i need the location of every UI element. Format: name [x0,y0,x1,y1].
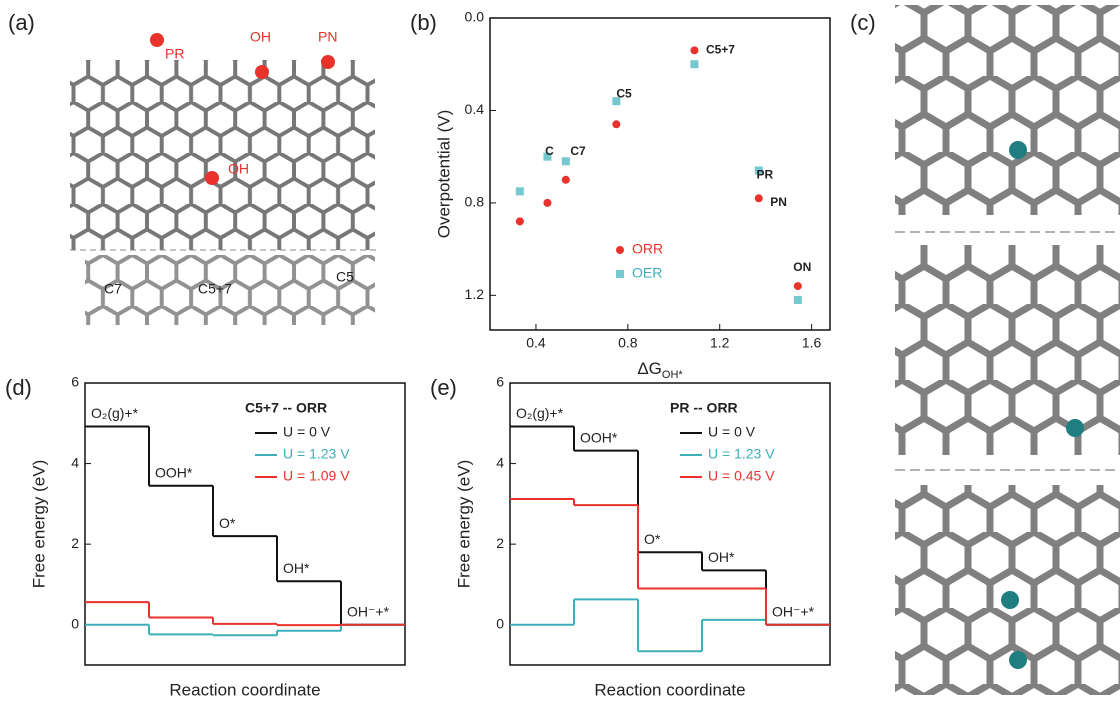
structure [895,245,1120,455]
point [690,46,699,55]
panel-label: (b) [410,10,437,35]
x-tick-label: 1.6 [802,335,822,351]
panel-label: (e) [430,375,457,400]
annotation: PN [770,195,787,209]
panel-a: (a) PR OH PN OH C7 C5+7 C5 [8,10,380,325]
legend-label: ORR [632,241,663,257]
state-label: O₂(g)+* [91,405,139,421]
y-tick-label: 0.8 [465,194,485,210]
state-label: OOH* [155,464,193,480]
legend-marker [616,270,624,278]
y-tick-label: 6 [71,374,79,390]
plot-frame [84,382,406,666]
point [754,166,763,175]
site [150,33,164,47]
x-tick-label: 0.8 [618,335,638,351]
panel-label: (a) [8,10,35,35]
state-label: OH⁻+* [347,603,390,619]
point [754,194,763,203]
x-tick-label: 1.2 [710,335,730,351]
graphene-lattice [70,60,375,250]
site-label: PN [318,29,337,45]
atom [1066,419,1084,437]
point [543,152,552,161]
state-label: OOH* [580,429,618,445]
y-tick-label: 2 [71,535,79,551]
site [321,55,335,69]
x-axis-label: ΔGOH* [637,359,683,380]
defect-lattice [85,255,375,325]
point [690,60,699,69]
annotation: C5 [616,86,632,100]
x-axis-label-sub: OH* [662,369,684,381]
annotation: C7 [570,144,586,158]
annotation: C [545,144,554,158]
y-tick-label: 4 [71,454,79,470]
legend-title: C5+7 -- ORR [245,400,327,416]
legend-label: U = 1.23 V [283,446,350,462]
defect-label: C7 [104,281,122,297]
atom [1009,141,1027,159]
site-label: OH [228,161,249,177]
legend-label: U = 0.45 V [708,468,775,484]
y-tick-label: 0 [496,615,504,631]
x-axis-label-main: ΔG [637,359,662,378]
structure [895,5,1120,215]
x-axis-label: Reaction coordinate [169,680,320,699]
point [543,198,552,207]
atom [1001,591,1019,609]
y-tick-label: 0.0 [465,9,485,25]
point [612,97,621,106]
defect-label: C5 [336,269,354,285]
plot-frame [489,17,831,331]
panel-c: (c) [850,5,1120,695]
annotation: C5+7 [706,43,735,57]
defect-label: C5+7 [198,281,232,297]
legend-label: U = 1.23 V [708,446,775,462]
site [205,171,219,185]
legend-label: U = 0 V [708,424,756,440]
y-tick-label: 1.2 [465,286,485,302]
site-label: PR [165,46,184,62]
site-label: OH [250,29,271,45]
y-tick-label: 2 [496,535,504,551]
y-tick-label: 0.4 [465,101,485,117]
x-axis-label: Reaction coordinate [594,680,745,699]
y-tick-label: 6 [496,374,504,390]
structure [895,485,1120,695]
point [515,217,524,226]
state-label: O₂(g)+* [516,405,564,421]
state-label: OH⁻+* [772,603,815,619]
y-axis-label: Overpotential (V) [434,110,453,239]
legend-label: U = 0 V [283,424,331,440]
panel-label: (c) [850,10,876,35]
site [255,65,269,79]
annotation: ON [793,260,811,274]
legend-title: PR -- ORR [670,400,738,416]
legend-label: U = 1.09 V [283,468,350,484]
legend-label: OER [632,265,662,281]
state-label: OH* [708,549,735,565]
point [612,120,621,129]
state-label: O* [219,515,236,531]
x-tick-label: 0.4 [526,335,546,351]
plot-frame [509,382,831,666]
annotation: PR [756,167,773,181]
point [515,187,524,196]
point [561,175,570,184]
panel-label: (d) [5,375,32,400]
point [793,282,802,291]
legend-marker [616,246,624,254]
y-tick-label: 4 [496,454,504,470]
point [561,157,570,166]
y-axis-label: Free energy (eV) [454,460,473,589]
state-label: O* [644,531,661,547]
state-label: OH* [283,560,310,576]
point [793,295,802,304]
atom [1009,651,1027,669]
y-axis-label: Free energy (eV) [29,460,48,589]
y-tick-label: 0 [71,615,79,631]
